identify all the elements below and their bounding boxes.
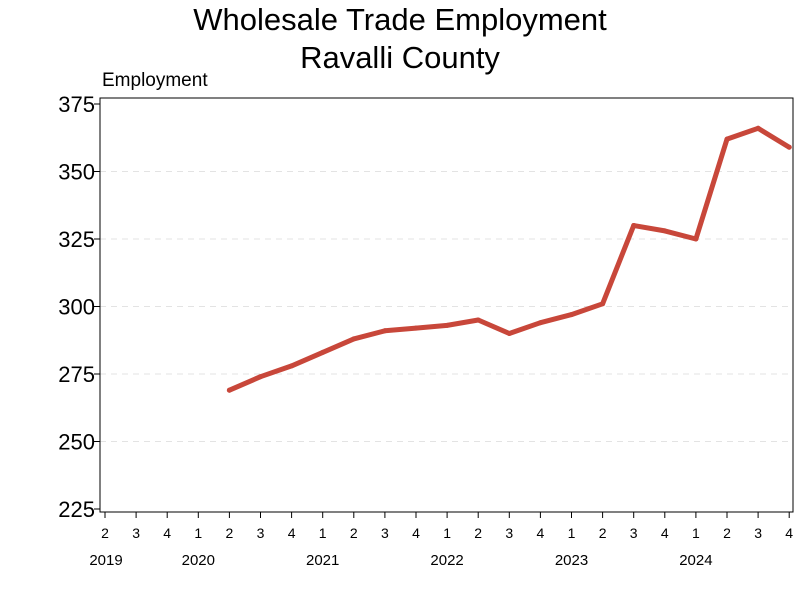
data-point [537, 320, 543, 326]
x-tick-label-quarter: 4 [288, 525, 296, 541]
data-point [444, 322, 450, 328]
data-point [724, 136, 730, 142]
series-layer [226, 125, 792, 393]
x-tick-label-quarter: 2 [350, 525, 358, 541]
y-tick-label-325: 325 [58, 227, 95, 252]
series-line-0 [226, 125, 792, 393]
data-point [569, 312, 574, 318]
x-tick-label-quarter: 3 [630, 525, 638, 541]
x-tick-label-quarter: 2 [101, 525, 109, 541]
data-point [382, 328, 388, 334]
y-tick-label-375: 375 [58, 92, 95, 117]
chart-title-line-2: Ravalli County [300, 40, 500, 75]
data-point [786, 144, 792, 150]
data-point [258, 374, 263, 380]
data-point [600, 301, 606, 307]
gridlines [100, 171, 793, 442]
x-tick-label-quarter: 4 [537, 525, 545, 541]
x-axis-ticks: 2 2019 3 4 1 2020 2 3 4 1 2021 2 3 4 1 2022 2 3 4 1 2023 2 3 4 1… [89, 512, 793, 569]
x-tick-label-quarter: 1 [443, 525, 451, 541]
y-tick-label-350: 350 [58, 160, 95, 185]
data-point [662, 228, 668, 234]
x-tick-label-quarter: 2 [226, 525, 234, 541]
data-point [413, 325, 419, 331]
data-point [289, 363, 295, 369]
data-point [226, 387, 232, 393]
data-point [693, 236, 699, 242]
plot-frame [99, 97, 794, 513]
data-point [631, 223, 637, 228]
x-tick-label-year: 2024 [679, 552, 712, 569]
y-tick-label-300: 300 [58, 295, 95, 320]
data-point [755, 125, 761, 131]
x-tick-label-year: 2023 [555, 552, 588, 569]
y-tick-label-250: 250 [58, 430, 95, 455]
y-tick-label-275: 275 [58, 362, 95, 387]
x-tick-label-quarter: 2 [474, 525, 482, 541]
data-point [351, 336, 357, 342]
x-tick-label-quarter: 3 [754, 525, 762, 541]
x-tick-label-quarter: 4 [785, 525, 793, 541]
y-axis-label: Employment [102, 70, 208, 91]
x-tick-label-quarter: 3 [381, 525, 389, 541]
data-point [320, 349, 326, 355]
data-point [475, 317, 481, 323]
x-tick-label-quarter: 2 [599, 525, 607, 541]
x-tick-label-quarter: 4 [163, 525, 171, 541]
x-tick-label-year: 2022 [430, 552, 463, 569]
x-tick-label-quarter: 2 [723, 525, 731, 541]
x-tick-label-quarter: 4 [412, 525, 420, 541]
x-tick-label-quarter: 1 [692, 525, 700, 541]
x-tick-label-quarter: 1 [194, 525, 202, 541]
data-point [506, 331, 512, 336]
x-tick-label-quarter: 1 [319, 525, 327, 541]
x-tick-label-year: 2020 [182, 552, 215, 569]
chart-title-line-1: Wholesale Trade Employment [193, 2, 607, 37]
x-tick-label-year: 2019 [89, 552, 122, 569]
x-tick-label-quarter: 3 [257, 525, 265, 541]
y-axis-ticks: 225 250 275 300 325 350 375 [58, 92, 100, 522]
x-tick-label-quarter: 1 [568, 525, 576, 541]
x-tick-label-year: 2021 [306, 552, 339, 569]
x-tick-label-quarter: 3 [132, 525, 140, 541]
x-tick-label-quarter: 3 [505, 525, 513, 541]
y-tick-label-225: 225 [58, 497, 95, 522]
x-tick-label-quarter: 4 [661, 525, 669, 541]
